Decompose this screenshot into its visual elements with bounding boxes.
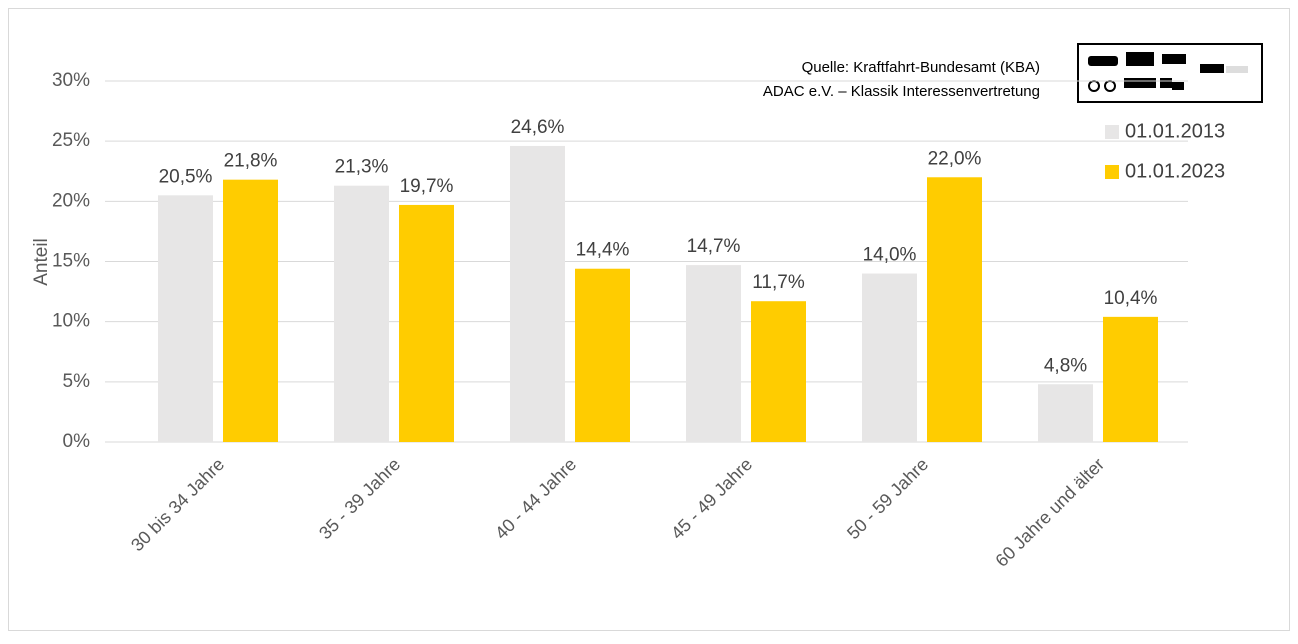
bar (575, 268, 630, 442)
legend-swatch (1105, 165, 1119, 179)
bar (334, 185, 389, 442)
value-label: 20,5% (159, 166, 213, 187)
bar (1038, 384, 1093, 442)
bar (927, 177, 982, 442)
value-label: 19,7% (400, 176, 454, 197)
y-tick-label: 0% (63, 431, 91, 452)
value-label: 14,4% (576, 240, 630, 261)
value-label: 21,3% (335, 157, 389, 178)
value-label: 10,4% (1104, 288, 1158, 309)
legend-swatch (1105, 125, 1119, 139)
bar (158, 195, 213, 442)
legend-label: 01.01.2023 (1125, 160, 1225, 182)
bar (751, 301, 806, 442)
value-label: 14,7% (687, 236, 741, 257)
y-tick-label: 10% (52, 311, 90, 332)
bar (223, 179, 278, 442)
legend-label: 01.01.2013 (1125, 120, 1225, 142)
bar (510, 145, 565, 443)
vehicle-icons (1077, 43, 1263, 103)
bar (1103, 316, 1158, 442)
y-tick-label: 20% (52, 190, 90, 211)
y-axis-label: Anteil (31, 238, 52, 286)
value-label: 21,8% (224, 151, 278, 172)
value-label: 14,0% (863, 245, 917, 266)
annotation: ADAC e.V. – Klassik Interessenvertretung (763, 83, 1040, 100)
annotation: Quelle: Kraftfahrt-Bundesamt (KBA) (802, 59, 1040, 76)
chart-frame (8, 8, 1290, 631)
value-label: 11,7% (752, 272, 805, 293)
value-label: 22,0% (928, 148, 982, 169)
bar (862, 273, 917, 442)
y-tick-label: 25% (52, 130, 90, 151)
bar (686, 265, 741, 442)
y-tick-label: 15% (52, 251, 90, 272)
value-label: 4,8% (1044, 355, 1087, 376)
value-label: 24,6% (511, 117, 565, 138)
y-tick-label: 30% (52, 70, 90, 91)
y-tick-label: 5% (63, 371, 91, 392)
bar (399, 204, 454, 442)
